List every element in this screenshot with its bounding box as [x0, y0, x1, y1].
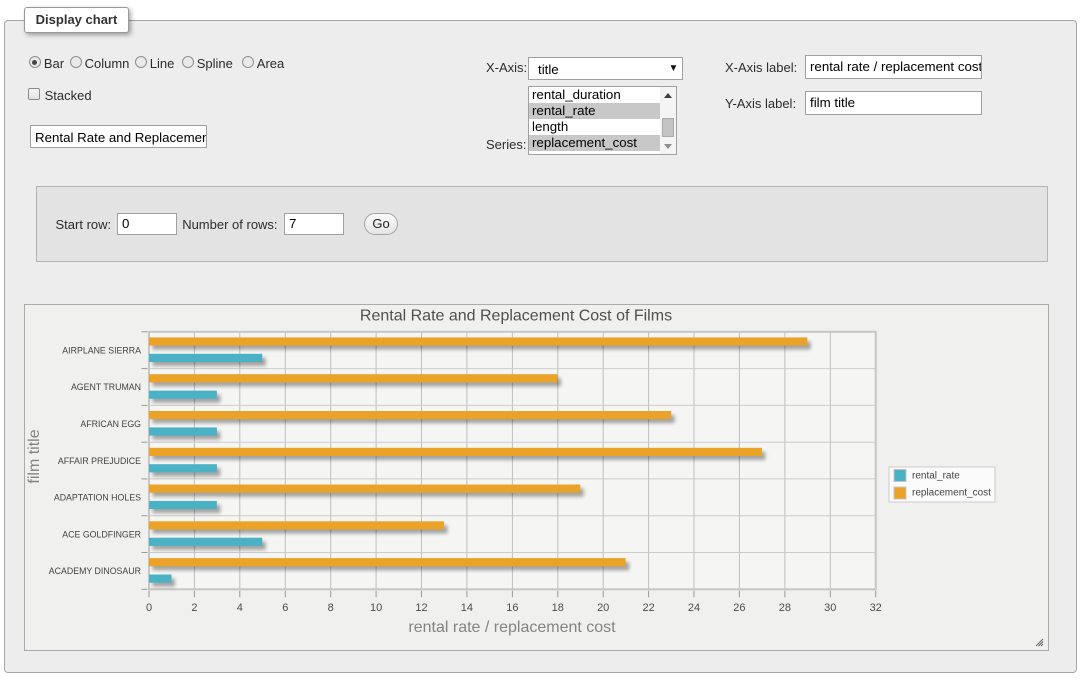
- svg-text:16: 16: [506, 602, 518, 614]
- svg-text:AFRICAN EGG: AFRICAN EGG: [80, 419, 141, 429]
- svg-text:14: 14: [461, 602, 473, 614]
- svg-text:28: 28: [779, 602, 791, 614]
- svg-text:Rental Rate and Replacement Co: Rental Rate and Replacement Cost of Film…: [360, 308, 672, 325]
- svg-text:10: 10: [370, 602, 382, 614]
- svg-text:ACE GOLDFINGER: ACE GOLDFINGER: [62, 529, 141, 539]
- svg-text:ACADEMY DINOSAUR: ACADEMY DINOSAUR: [49, 566, 141, 576]
- svg-text:rental_rate: rental_rate: [912, 470, 960, 481]
- svg-text:22: 22: [642, 602, 654, 614]
- svg-text:24: 24: [688, 602, 700, 614]
- svg-text:AIRPLANE SIERRA: AIRPLANE SIERRA: [62, 345, 141, 355]
- svg-text:32: 32: [870, 602, 882, 614]
- svg-text:ADAPTATION HOLES: ADAPTATION HOLES: [54, 493, 141, 503]
- svg-text:2: 2: [191, 602, 197, 614]
- svg-text:film title: film title: [26, 429, 43, 483]
- svg-text:18: 18: [552, 602, 564, 614]
- svg-text:8: 8: [328, 602, 334, 614]
- svg-text:6: 6: [282, 602, 288, 614]
- svg-text:30: 30: [824, 602, 836, 614]
- svg-text:12: 12: [415, 602, 427, 614]
- svg-text:4: 4: [237, 602, 243, 614]
- svg-text:replacement_cost: replacement_cost: [912, 488, 991, 499]
- svg-text:AFFAIR PREJUDICE: AFFAIR PREJUDICE: [58, 456, 141, 466]
- svg-text:26: 26: [733, 602, 745, 614]
- svg-text:rental rate / replacement cost: rental rate / replacement cost: [408, 619, 616, 636]
- svg-text:AGENT TRUMAN: AGENT TRUMAN: [71, 382, 141, 392]
- svg-text:0: 0: [146, 602, 152, 614]
- svg-text:20: 20: [597, 602, 609, 614]
